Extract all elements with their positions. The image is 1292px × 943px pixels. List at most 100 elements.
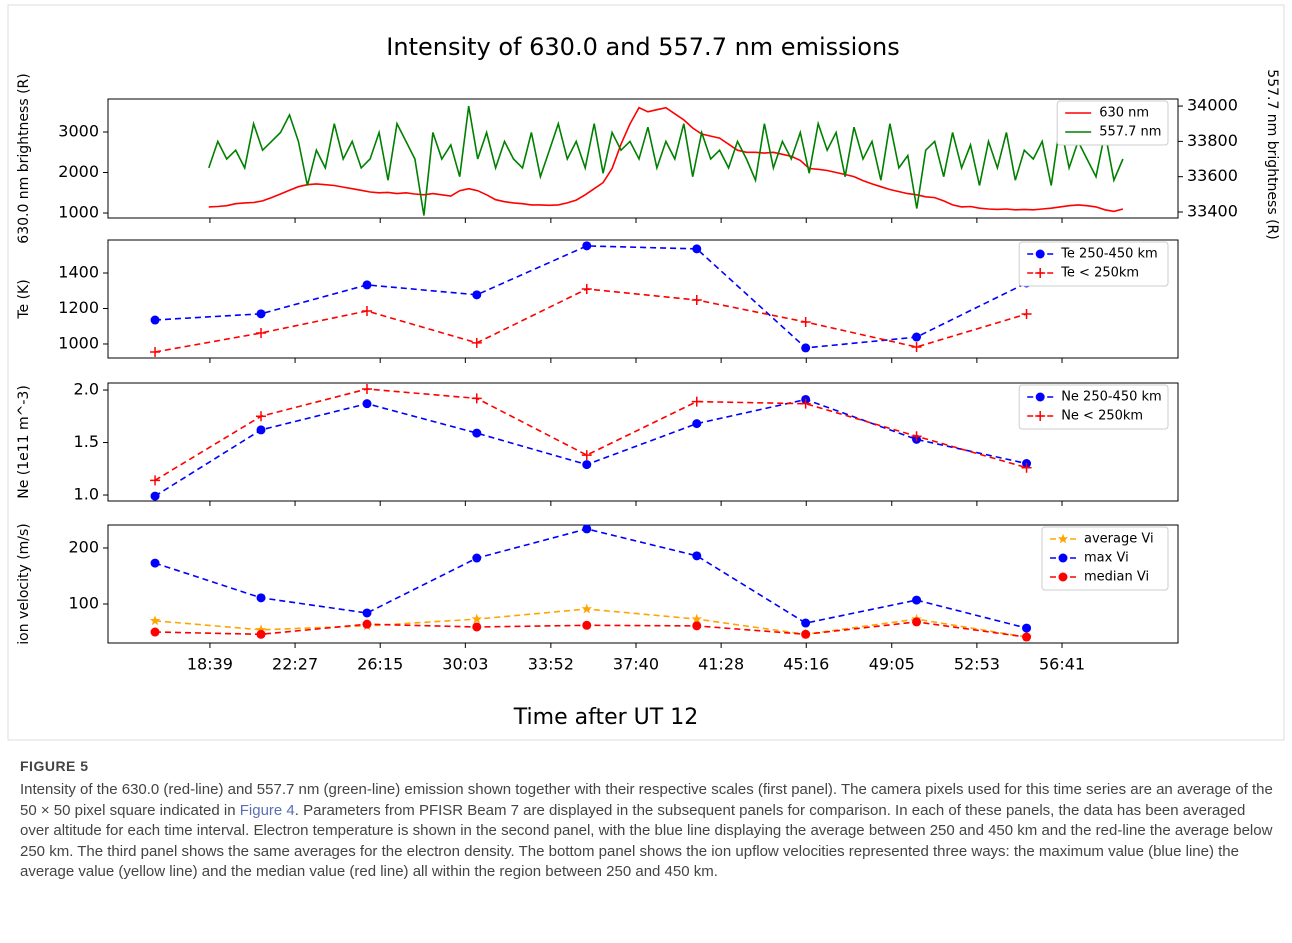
point (150, 475, 161, 486)
point (1021, 308, 1032, 319)
point (150, 558, 160, 568)
point (472, 290, 482, 300)
series-line (154, 288, 1027, 353)
legend-marker (1058, 553, 1068, 563)
x-tick-label: 33:52 (528, 655, 574, 674)
figure: Intensity of 630.0 and 557.7 nm emission… (7, 4, 1285, 741)
legend-label: 630 nm (1099, 106, 1149, 121)
plot-frame (107, 382, 1179, 502)
y-axis-label: 630.0 nm brightness (R) (16, 73, 32, 243)
legend-label: Ne < 250km (1061, 409, 1143, 424)
point (471, 613, 482, 624)
point (800, 316, 811, 327)
point (800, 398, 811, 409)
point (911, 431, 922, 442)
point (581, 603, 592, 614)
x-tick-label: 52:53 (954, 655, 1000, 674)
y-tick-label: 1000 (58, 333, 99, 352)
point (912, 595, 922, 605)
series-line (154, 528, 1027, 629)
point (150, 315, 160, 325)
x-tick-label: 22:27 (272, 655, 318, 674)
y2-tick-label: 33400 (1187, 201, 1238, 220)
point (691, 294, 702, 305)
x-axis-label: Time after UT 12 (513, 705, 698, 730)
series-line (208, 106, 1124, 213)
point (361, 305, 372, 316)
plot-frame (107, 239, 1179, 359)
caption-part: . Parameters from PFISR Beam 7 are displ… (20, 801, 1273, 881)
x-tick-label: 37:40 (613, 655, 659, 674)
series-line (154, 245, 1027, 349)
point (362, 608, 372, 618)
point (692, 621, 702, 631)
chart-title: Intensity of 630.0 and 557.7 nm emission… (386, 33, 899, 61)
legend-marker (1035, 249, 1045, 259)
point (472, 428, 482, 438)
point (581, 283, 592, 294)
series-line (154, 608, 1027, 638)
x-tick-label: 41:28 (698, 655, 744, 674)
legend-label: Te < 250km (1060, 266, 1139, 281)
point (256, 327, 267, 338)
point (912, 332, 922, 342)
point (256, 593, 266, 603)
y2-tick-label: 33600 (1187, 166, 1238, 185)
point (801, 618, 811, 628)
point (582, 620, 592, 630)
legend-marker (1035, 392, 1045, 402)
point (362, 619, 372, 629)
point (149, 615, 161, 626)
y-tick-label: 2.0 (74, 380, 99, 399)
point (801, 629, 811, 639)
point (150, 346, 161, 357)
point (150, 491, 160, 501)
y-tick-label: 3000 (58, 122, 99, 141)
point (1022, 632, 1032, 642)
x-tick-label: 18:39 (187, 655, 233, 674)
legend-box (1018, 384, 1169, 430)
point (582, 460, 592, 470)
legend-box (1018, 241, 1169, 287)
point (256, 629, 266, 639)
point (255, 624, 267, 635)
point (691, 613, 702, 624)
y2-tick-label: 33800 (1187, 131, 1238, 150)
x-tick-label: 30:03 (442, 655, 488, 674)
point (471, 337, 482, 348)
figure-label: FIGURE 5 (20, 758, 89, 774)
y-tick-label: 1.0 (74, 485, 99, 504)
point (361, 383, 372, 394)
point (912, 617, 922, 627)
point (692, 419, 702, 429)
legend-marker (1057, 533, 1069, 544)
y-axis-label: Te (K) (16, 279, 32, 319)
legend-box (1056, 100, 1169, 146)
legend-label: max Vi (1084, 551, 1129, 566)
point (256, 309, 266, 319)
point (150, 627, 160, 637)
point (256, 425, 266, 435)
legend-box (1041, 526, 1169, 591)
point (362, 399, 372, 409)
point (692, 551, 702, 561)
plot-frame (107, 524, 1179, 644)
plot-frame (107, 98, 1179, 219)
series-line (154, 388, 1027, 481)
legend-marker (1035, 268, 1046, 278)
y2-axis-label: 557.7 nm brightness (R) (1264, 69, 1280, 239)
y-axis-label: ion velocity (m/s) (16, 523, 32, 645)
point (362, 280, 372, 290)
point (471, 393, 482, 404)
series-line (208, 105, 1124, 216)
y2-tick-label: 34000 (1187, 96, 1238, 115)
y-tick-label: 100 (68, 594, 99, 613)
legend-label: median Vi (1084, 570, 1149, 585)
legend-label: Ne 250-450 km (1061, 390, 1162, 405)
figure-link[interactable]: Figure 4 (239, 801, 295, 819)
legend-marker (1058, 572, 1068, 582)
x-tick-label: 26:15 (357, 655, 403, 674)
y-tick-label: 1.5 (74, 432, 99, 451)
caption-part: Intensity of the 630.0 (red-line) and 55… (20, 781, 1273, 819)
y-axis-label: Ne (1e11 m^-3) (16, 385, 32, 499)
